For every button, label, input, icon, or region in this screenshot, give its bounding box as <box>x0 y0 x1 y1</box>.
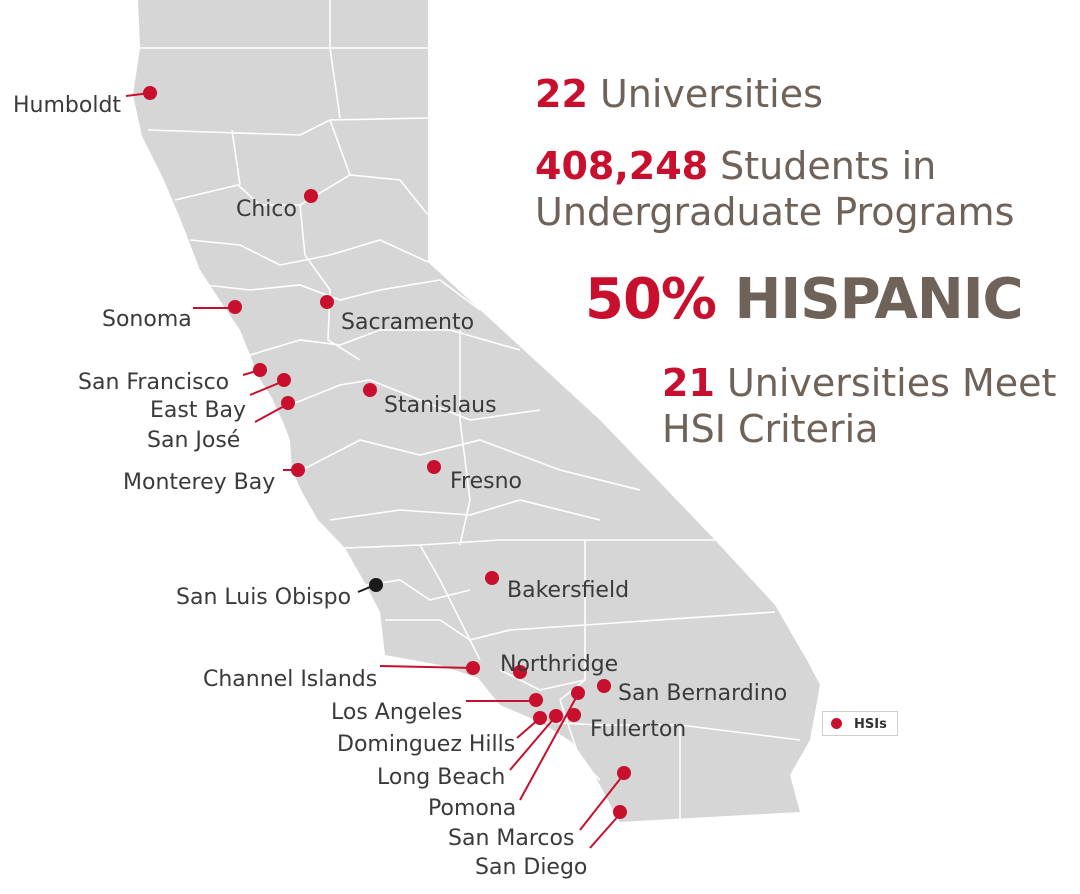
marker-los-angeles[interactable] <box>529 693 543 707</box>
label-san-bernardino: San Bernardino <box>618 681 788 706</box>
stat-universities-number: 22 <box>535 72 588 116</box>
marker-san-bernardino[interactable] <box>597 679 611 693</box>
label-humboldt: Humboldt <box>13 93 122 118</box>
label-monterey-bay: Monterey Bay <box>123 470 276 495</box>
marker-san-jose[interactable] <box>281 396 295 410</box>
label-sacramento: Sacramento <box>341 310 475 335</box>
marker-san-luis-obispo[interactable] <box>369 578 383 592</box>
marker-dominguez-hills[interactable] <box>533 711 547 725</box>
label-channel-islands: Channel Islands <box>203 667 378 692</box>
stat-hsi: 21 Universities Meet HSI Criteria <box>662 360 1056 453</box>
marker-monterey-bay[interactable] <box>291 463 305 477</box>
campus-markers <box>143 86 631 819</box>
stat-hispanic-word: HISPANIC <box>716 267 1024 332</box>
stat-students-text: Students in <box>708 144 937 188</box>
legend-hsi-dot-icon <box>831 718 842 729</box>
marker-pomona[interactable] <box>571 686 585 700</box>
label-san-francisco: San Francisco <box>78 370 230 395</box>
marker-chico[interactable] <box>304 189 318 203</box>
marker-san-diego[interactable] <box>613 805 627 819</box>
county-lines <box>140 0 801 820</box>
marker-fresno[interactable] <box>427 460 441 474</box>
label-san-luis-obispo: San Luis Obispo <box>176 585 352 610</box>
marker-sonoma[interactable] <box>228 300 242 314</box>
marker-east-bay[interactable] <box>277 373 291 387</box>
marker-long-beach[interactable] <box>549 709 563 723</box>
marker-channel-islands[interactable] <box>466 661 480 675</box>
stat-universities: 22 Universities <box>535 71 823 117</box>
label-san-marcos: San Marcos <box>448 826 575 851</box>
stat-hsi-number: 21 <box>662 361 715 405</box>
marker-san-francisco[interactable] <box>253 363 267 377</box>
stat-universities-text: Universities <box>587 72 823 116</box>
label-pomona: Pomona <box>428 796 517 821</box>
label-los-angeles: Los Angeles <box>331 700 463 725</box>
stat-students-line2: Undergraduate Programs <box>535 190 1015 235</box>
marker-sacramento[interactable] <box>320 295 334 309</box>
label-northridge: Northridge <box>500 652 619 677</box>
legend-hsi-label: HSIs <box>854 717 887 732</box>
label-long-beach: Long Beach <box>377 765 506 790</box>
legend: HSIs <box>822 711 898 736</box>
marker-humboldt[interactable] <box>143 86 157 100</box>
label-fullerton: Fullerton <box>590 717 687 742</box>
marker-northridge[interactable] <box>513 665 527 679</box>
california-state-shape <box>133 0 820 822</box>
stat-students: 408,248 Students in Undergraduate Progra… <box>535 143 1014 236</box>
label-fresno: Fresno <box>450 469 523 494</box>
stat-hispanic-percent: 50% <box>585 267 717 332</box>
label-dominguez-hills: Dominguez Hills <box>337 732 516 757</box>
stat-hispanic: 50% HISPANIC <box>585 272 1024 328</box>
stat-hsi-text: Universities Meet <box>714 361 1057 405</box>
label-san-jose: San José <box>147 428 241 453</box>
marker-stanislaus[interactable] <box>363 383 377 397</box>
label-east-bay: East Bay <box>150 398 247 423</box>
label-chico: Chico <box>236 197 297 222</box>
stat-students-number: 408,248 <box>535 144 709 188</box>
label-san-diego: San Diego <box>475 855 588 880</box>
label-sonoma: Sonoma <box>102 307 192 332</box>
stat-hsi-line2: HSI Criteria <box>662 407 879 452</box>
marker-san-marcos[interactable] <box>617 766 631 780</box>
marker-fullerton[interactable] <box>567 708 581 722</box>
label-bakersfield: Bakersfield <box>507 578 630 603</box>
label-stanislaus: Stanislaus <box>384 393 497 418</box>
marker-bakersfield[interactable] <box>485 571 499 585</box>
